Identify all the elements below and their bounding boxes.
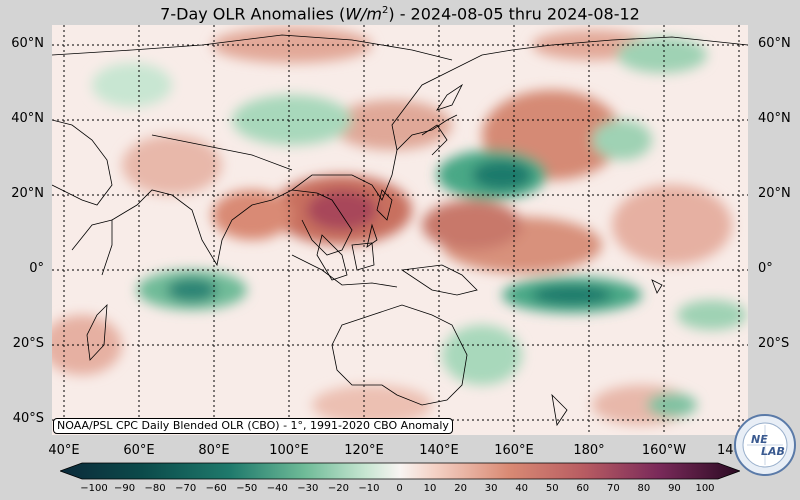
lat-label-right: 20°N <box>758 186 791 201</box>
lon-label: 100°E <box>269 443 309 458</box>
colorbar-tick-label: 90 <box>668 483 681 494</box>
colorbar-tick-label: −60 <box>205 483 227 494</box>
lat-label-left: 20°N <box>11 186 44 201</box>
colorbar <box>60 462 740 480</box>
lat-label-right: 0° <box>758 261 773 276</box>
colorbar-tick-label: −100 <box>80 483 108 494</box>
lon-label: 140°E <box>419 443 459 458</box>
colorbar-tick-label: 20 <box>454 483 467 494</box>
colorbar-tick-label: 80 <box>637 483 651 494</box>
colorbar-tick-label: 0 <box>396 483 403 494</box>
lat-label-right: 20°S <box>758 336 790 351</box>
lat-label-right: 60°N <box>758 36 791 51</box>
colorbar-tick-label: 60 <box>576 483 590 494</box>
olr-anomaly-map <box>52 25 748 435</box>
lon-label: 160°W <box>641 443 687 458</box>
colorbar-tick-label: −40 <box>266 483 288 494</box>
title-date-range: ) - 2024-08-05 thru 2024-08-12 <box>388 4 640 24</box>
colorbar-tick-label: 70 <box>606 483 620 494</box>
logo-text: NE <box>751 433 768 446</box>
lat-label-left: 40°S <box>12 411 44 426</box>
colorbar-tick-label: 50 <box>545 483 559 494</box>
data-source-credit: NOAA/PSL CPC Daily Blended OLR (CBO) - 1… <box>53 418 453 434</box>
lat-label-right: 40°N <box>758 111 791 126</box>
lon-label: 160°E <box>494 443 534 458</box>
colorbar-tick-label: −50 <box>236 483 258 494</box>
lat-label-left: 40°N <box>11 111 44 126</box>
nevlab-logo: NE LAB <box>734 414 796 476</box>
colorbar-tick-label: 100 <box>695 483 715 494</box>
colorbar-tick-label: −10 <box>358 483 380 494</box>
lon-label: 40°E <box>48 443 80 458</box>
lat-label-left: 0° <box>29 261 44 276</box>
lon-label: 180° <box>573 443 605 458</box>
map-title: 7-Day OLR Anomalies (W/m2) - 2024-08-05 … <box>0 0 800 25</box>
lon-label: 120°E <box>344 443 384 458</box>
logo-text: LAB <box>761 445 785 458</box>
colorbar-tick-label: 10 <box>423 483 437 494</box>
gridlines <box>52 25 748 435</box>
colorbar-tick-label: −30 <box>297 483 319 494</box>
colorbar-tick-label: 30 <box>484 483 498 494</box>
colorbar-gradient <box>60 462 740 480</box>
colorbar-tick-label: −80 <box>144 483 166 494</box>
colorbar-tick-label: −90 <box>113 483 136 494</box>
colorbar-tick-label: 40 <box>515 483 529 494</box>
colorbar-tick-label: −20 <box>327 483 349 494</box>
title-exponent: 2 <box>381 5 389 16</box>
title-unit: W/m <box>345 4 382 24</box>
lon-label: 60°E <box>123 443 155 458</box>
lon-label: 80°E <box>198 443 230 458</box>
title-text: 7-Day OLR Anomalies ( <box>160 4 346 24</box>
colorbar-tick-label: −70 <box>175 483 197 494</box>
lat-label-left: 60°N <box>11 36 44 51</box>
lat-label-left: 20°S <box>12 336 44 351</box>
